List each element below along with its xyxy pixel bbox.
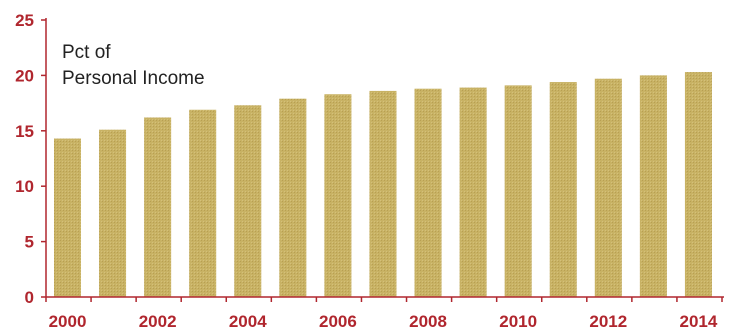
bar-2004 [234,105,262,297]
x-axis: 2000 2002 2004 2006 2008 2010 2012 2014 [45,296,724,331]
y-axis-label-line-2: Personal Income [62,68,205,89]
bar-2014 [684,72,712,298]
bar-2003 [189,109,217,297]
y-tick-label-0: 0 [25,288,34,307]
bar-2001 [99,129,127,297]
bar-2010 [504,85,532,297]
y-tick-label-5: 5 [25,233,34,252]
x-tick-label-2012: 2012 [589,312,627,331]
x-tick-label-2000: 2000 [49,312,87,331]
bar-2000 [54,138,81,297]
bars [54,72,712,298]
x-tick-label-2002: 2002 [139,312,177,331]
x-tick-label-2006: 2006 [319,312,357,331]
bar-2002 [144,117,172,297]
y-tick-label-25: 25 [15,11,34,30]
y-tick-label-20: 20 [15,66,34,85]
y-axis-label-line-1: Pct of [62,42,111,63]
x-tick-label-2004: 2004 [229,312,267,331]
bar-2013 [639,75,667,298]
x-tick-label-2010: 2010 [499,312,537,331]
bar-2011 [549,82,577,297]
bar-2008 [414,88,442,297]
bar-2009 [459,87,487,297]
bar-2005 [279,98,307,297]
x-tick-label-2014: 2014 [680,312,718,331]
y-tick-label-15: 15 [15,122,34,141]
y-tick-label-10: 10 [15,177,34,196]
bar-2007 [369,90,397,297]
x-tick-label-2008: 2008 [409,312,447,331]
bar-2012 [594,78,622,297]
y-axis: 0 5 10 15 20 25 [15,11,47,307]
bar-2006 [324,94,352,298]
